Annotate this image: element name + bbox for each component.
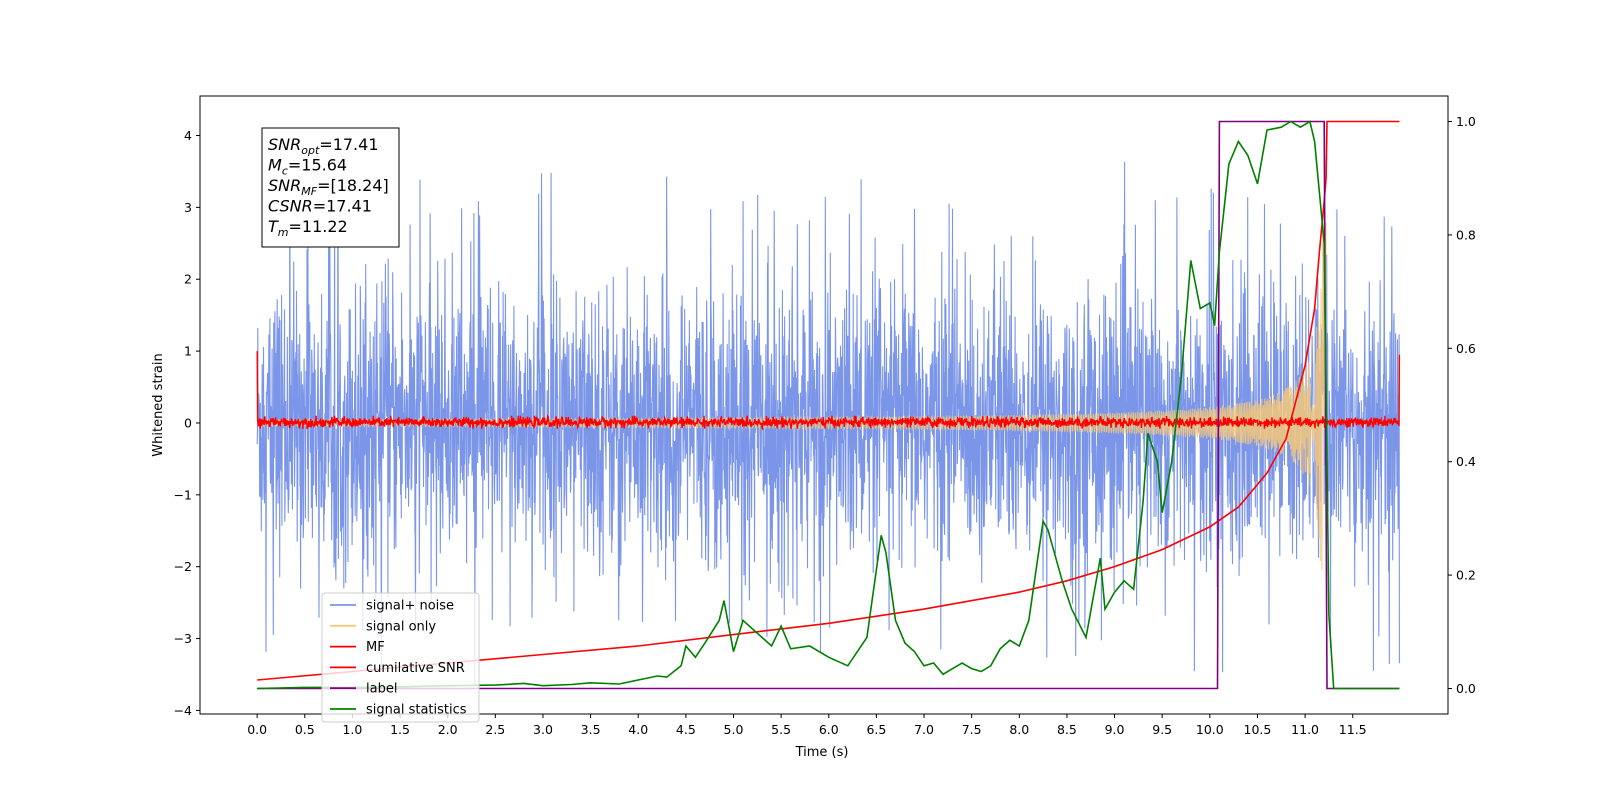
- x-tick-label: 10.0: [1196, 722, 1224, 737]
- legend-frame: [321, 592, 480, 723]
- x-tick-label: 0.0: [247, 722, 267, 737]
- x-tick-label: 7.0: [914, 722, 934, 737]
- x-tick-label: 1.5: [390, 722, 410, 737]
- y-tick-label: 3: [184, 200, 192, 215]
- annotation-line: SNRopt=17.41: [268, 135, 379, 157]
- plot-area-frame: [199, 95, 1449, 715]
- annotation-symbol: SNR: [268, 135, 301, 154]
- y-tick-label: 4: [184, 128, 192, 143]
- x-tick-label: 0.5: [295, 722, 315, 737]
- y-axis-left: −4 −3 −2 −1 0 1 2 3 4: [174, 128, 200, 718]
- series-signal-statistics-line: [257, 120, 1400, 690]
- x-tick-label: 3.5: [581, 722, 601, 737]
- x-tick-label: 4.0: [628, 722, 648, 737]
- x-axis: 0.0 0.5 1.0 1.5 2.0 2.5 3.0 3.5 4.0 4.5 5.0 5.5 6.0 6…: [247, 714, 1367, 737]
- legend-entry-label: signal only: [366, 619, 436, 634]
- y-tick-label: −3: [174, 631, 192, 646]
- annotation-subscript: c: [282, 165, 288, 178]
- x-tick-label: 6.0: [819, 722, 839, 737]
- y-tick-label: −4: [174, 703, 192, 718]
- annotation-value: =11.22: [289, 217, 348, 236]
- annotation-subscript: m: [278, 226, 289, 239]
- y-axis-right: 0.0 0.2 0.4 0.6 0.8 1.0: [1448, 114, 1476, 696]
- x-tick-label: 5.0: [724, 722, 744, 737]
- x-axis-label: Time (s): [795, 745, 849, 760]
- legend-entry-label: signal+ noise: [366, 599, 454, 614]
- annotation-symbol: CSNR: [268, 197, 313, 216]
- annotation-value: =17.41: [313, 197, 372, 216]
- annotation-frame: [261, 127, 400, 248]
- y-tick-label: −1: [174, 487, 192, 502]
- x-tick-label: 11.0: [1291, 722, 1319, 737]
- x-tick-label: 10.5: [1244, 722, 1272, 737]
- legend-entry-label: MF: [366, 640, 385, 655]
- x-tick-label: 11.5: [1339, 722, 1367, 737]
- x-tick-label: 8.0: [1009, 722, 1029, 737]
- x-tick-label: 1.0: [342, 722, 362, 737]
- x-tick-label: 9.5: [1152, 722, 1172, 737]
- x-tick-label: 5.5: [771, 722, 791, 737]
- x-tick-label: 6.5: [866, 722, 886, 737]
- y-tick-label: 2: [184, 272, 192, 287]
- y2-tick-label: 0.8: [1456, 227, 1476, 242]
- y2-tick-label: 0.6: [1456, 341, 1476, 356]
- x-tick-label: 7.5: [962, 722, 982, 737]
- annotation-symbol: T: [268, 217, 279, 236]
- annotation-symbol: SNR: [268, 176, 301, 195]
- annotation-value: =17.41: [319, 135, 378, 154]
- annotation-line: Tm=11.22: [268, 217, 348, 239]
- series-cumulative-snr-line: [257, 120, 1400, 681]
- y2-tick-label: 1.0: [1456, 114, 1476, 129]
- series-mf-line: [256, 351, 1401, 431]
- y-tick-label: −2: [174, 559, 192, 574]
- x-tick-label: 9.0: [1105, 722, 1125, 737]
- series-layer: [256, 120, 1401, 690]
- annotation-symbol: M: [268, 156, 282, 175]
- x-tick-label: 8.5: [1057, 722, 1077, 737]
- legend-entry-label: signal statistics: [366, 703, 467, 718]
- legend: signal+ noise signal only MF cumilative SNR…: [321, 592, 480, 723]
- annotation-value: =15.64: [288, 156, 347, 175]
- annotation-box: SNRopt=17.41Mc=15.64SNRMF=[18.24]CSNR=17…: [261, 127, 400, 248]
- y2-tick-label: 0.2: [1456, 568, 1476, 583]
- y2-tick-label: 0.4: [1456, 454, 1476, 469]
- annotation-subscript: MF: [301, 185, 317, 198]
- annotation-line: SNRMF=[18.24]: [268, 176, 389, 198]
- annotation-line: CSNR=17.41: [268, 197, 372, 216]
- annotation-line: Mc=15.64: [268, 156, 347, 178]
- x-tick-label: 4.5: [676, 722, 696, 737]
- series-signal-noise-line: [256, 161, 1400, 686]
- y2-tick-label: 0.0: [1456, 681, 1476, 696]
- annotation-value: =[18.24]: [317, 176, 389, 195]
- legend-entry-label: cumilative SNR: [366, 661, 465, 676]
- x-tick-label: 2.0: [438, 722, 458, 737]
- y-axis-label: Whitened strain: [151, 353, 166, 456]
- annotation-subscript: opt: [301, 144, 320, 157]
- y-tick-label: 0: [184, 415, 192, 430]
- x-tick-label: 2.5: [485, 722, 505, 737]
- legend-entry-label: label: [366, 682, 397, 697]
- y-tick-label: 1: [184, 344, 192, 359]
- x-tick-label: 3.0: [533, 722, 553, 737]
